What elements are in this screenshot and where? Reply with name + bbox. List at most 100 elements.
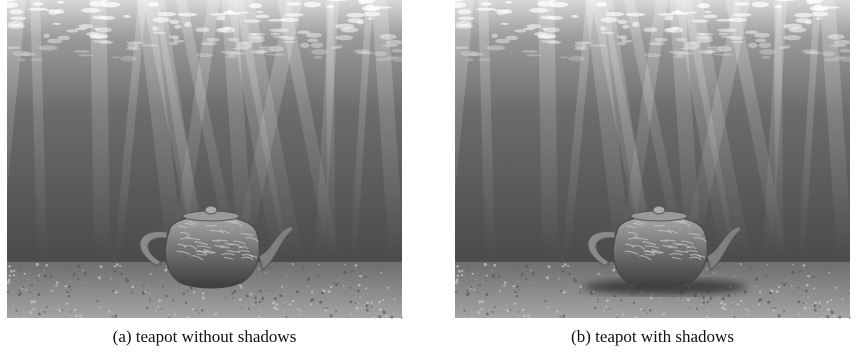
- surface-ripple: [7, 24, 25, 29]
- sand-speck: [325, 309, 328, 312]
- sand-speck: [711, 278, 712, 279]
- sand-speck: [546, 276, 549, 279]
- surface-ripple: [601, 17, 618, 23]
- sand-speck: [563, 291, 566, 294]
- sand-speck: [613, 273, 614, 274]
- surface-ripple: [270, 29, 289, 33]
- sand-speck: [725, 308, 727, 310]
- surface-ripple: [685, 41, 702, 44]
- surface-ripple: [676, 38, 687, 42]
- sand-speck: [85, 283, 86, 284]
- sand-speck: [560, 316, 562, 318]
- surface-ripple: [754, 33, 770, 38]
- sand-speck: [259, 301, 261, 303]
- surface-ripple: [522, 50, 538, 53]
- sand-speck: [82, 269, 84, 271]
- sand-speck: [12, 305, 13, 306]
- surface-ripple: [816, 17, 822, 20]
- sand-speck: [70, 311, 72, 313]
- sand-speck: [67, 290, 69, 292]
- sand-speck: [232, 298, 233, 299]
- surface-ripple: [280, 18, 299, 22]
- surface-ripple: [348, 18, 364, 23]
- sand-speck: [456, 265, 459, 268]
- sand-speck: [813, 287, 815, 289]
- sand-speck: [491, 270, 492, 271]
- sand-speck: [455, 281, 458, 284]
- surface-ripple: [834, 40, 852, 45]
- sand-speck: [161, 308, 163, 310]
- sand-speck: [214, 313, 217, 316]
- sand-speck: [37, 293, 40, 296]
- sand-speck: [499, 290, 501, 292]
- sand-speck: [687, 298, 690, 301]
- sand-speck: [773, 307, 775, 309]
- surface-ripple: [487, 45, 506, 50]
- sand-speck: [331, 286, 333, 288]
- surface-ripple: [18, 58, 25, 61]
- surface-ripple: [703, 14, 717, 18]
- sand-speck: [393, 298, 395, 300]
- sand-speck: [813, 276, 815, 278]
- sand-speck: [380, 272, 382, 274]
- sand-speck: [143, 285, 145, 287]
- sand-speck: [471, 273, 473, 275]
- sand-speck: [302, 268, 304, 270]
- sand-speck: [68, 295, 70, 297]
- surface-ripple: [174, 25, 181, 29]
- surface-ripple: [697, 3, 710, 8]
- sand-speck: [567, 265, 569, 267]
- sand-speck: [533, 283, 534, 284]
- sand-speck: [365, 304, 368, 307]
- surface-ripple: [346, 13, 364, 18]
- light-ray: [326, 0, 335, 258]
- sand-speck: [798, 301, 801, 304]
- sand-speck: [606, 299, 609, 302]
- sand-speck: [366, 301, 369, 304]
- sand-speck: [261, 298, 263, 300]
- sand-speck: [168, 316, 170, 318]
- sand-speck: [115, 291, 118, 294]
- surface-ripple: [481, 2, 492, 5]
- sand-speck: [330, 314, 333, 317]
- sand-speck: [561, 270, 564, 273]
- sand-speck: [254, 297, 257, 300]
- sand-speck: [759, 291, 761, 293]
- surface-ripple: [120, 56, 136, 62]
- sand-speck: [350, 313, 352, 315]
- sand-speck: [272, 301, 275, 304]
- sand-speck: [378, 315, 381, 318]
- sand-speck: [527, 315, 530, 318]
- surface-ripple: [368, 17, 374, 20]
- surface-ripple: [184, 22, 191, 27]
- sand-speck: [456, 279, 459, 282]
- surface-ripple: [273, 36, 289, 38]
- sand-speck: [125, 278, 127, 280]
- sand-speck: [240, 287, 242, 289]
- sand-speck: [266, 290, 268, 292]
- surface-ripple: [625, 13, 645, 17]
- sand-speck: [27, 279, 28, 280]
- sand-speck: [355, 303, 357, 305]
- sand-speck: [649, 309, 652, 312]
- sand-speck: [150, 301, 151, 302]
- sand-speck: [633, 302, 635, 304]
- surface-ripple: [621, 40, 633, 43]
- surface-ripple: [241, 11, 249, 13]
- surface-ripple: [256, 11, 264, 13]
- sand-speck: [592, 291, 594, 293]
- sand-speck: [706, 268, 708, 270]
- sand-speck: [658, 297, 659, 298]
- sand-speck: [335, 311, 337, 313]
- sand-speck: [253, 304, 254, 305]
- sand-speck: [799, 270, 801, 272]
- sand-speck: [77, 265, 80, 268]
- sand-speck: [467, 314, 468, 315]
- sand-speck: [321, 314, 322, 315]
- sand-speck: [514, 302, 516, 304]
- sand-speck: [144, 291, 146, 293]
- sand-speck: [518, 265, 520, 267]
- surface-ripple: [728, 18, 747, 22]
- sand-speck: [239, 298, 242, 301]
- sand-speck: [598, 301, 599, 302]
